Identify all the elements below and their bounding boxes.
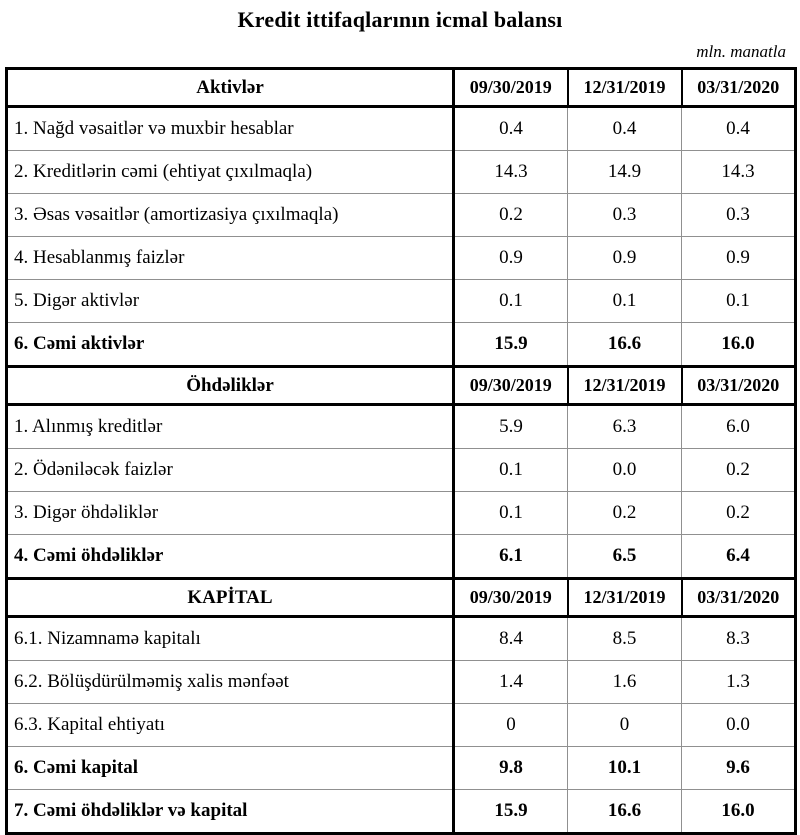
table-row: 3. Digər öhdəliklər 0.1 0.2 0.2: [6, 491, 796, 535]
page-title: Kredit ittifaqlarının icmal balansı: [237, 7, 563, 32]
cell-value: 6.5: [567, 534, 682, 579]
row-label: 1. Nağd vəsaitlər və muxbir hesablar: [6, 106, 455, 151]
cell-value: 6.3: [567, 404, 682, 449]
table-row: 2. Ödəniləcək faizlər 0.1 0.0 0.2: [6, 448, 796, 492]
table-row: 4. Hesablanmış faizlər 0.9 0.9 0.9: [6, 236, 796, 280]
cell-value: 9.8: [453, 746, 568, 790]
column-header: 03/31/2020: [680, 577, 796, 618]
cell-value: 1.4: [453, 660, 568, 704]
column-header: 12/31/2019: [566, 365, 682, 406]
cell-value: 0.2: [567, 491, 682, 535]
column-header: 03/31/2020: [680, 67, 796, 108]
cell-value: 0: [453, 703, 568, 747]
column-header: 09/30/2019: [452, 67, 568, 108]
row-label: 5. Digər aktivlər: [6, 279, 455, 323]
row-label: 3. Əsas vəsaitlər (amortizasiya çıxılmaq…: [6, 193, 455, 237]
column-header: 12/31/2019: [566, 577, 682, 618]
cell-value: 16.0: [681, 322, 796, 367]
cell-value: 0.1: [453, 491, 568, 535]
cell-value: 0.9: [453, 236, 568, 280]
cell-value: 16.0: [681, 789, 796, 834]
cell-value: 14.3: [681, 150, 796, 194]
cell-value: 10.1: [567, 746, 682, 790]
column-header: 03/31/2020: [680, 365, 796, 406]
cell-value: 15.9: [453, 322, 568, 367]
cell-value: 0.2: [681, 448, 796, 492]
cell-value: 0.1: [453, 279, 568, 323]
cell-value: 0: [567, 703, 682, 747]
cell-value: 8.3: [681, 616, 796, 661]
cell-value: 8.4: [453, 616, 568, 661]
column-header: 12/31/2019: [566, 67, 682, 108]
cell-value: 14.3: [453, 150, 568, 194]
row-label: 2. Ödəniləcək faizlər: [6, 448, 455, 492]
row-label: 6.1. Nizamnamə kapitalı: [6, 616, 455, 661]
table-row: 1. Nağd vəsaitlər və muxbir hesablar 0.4…: [6, 106, 796, 151]
table-row: 1. Alınmış kreditlər 5.9 6.3 6.0: [6, 404, 796, 449]
row-label: 3. Digər öhdəliklər: [6, 491, 455, 535]
table-row-total: 4. Cəmi öhdəliklər 6.1 6.5 6.4: [6, 534, 796, 579]
cell-value: 0.0: [567, 448, 682, 492]
cell-value: 15.9: [453, 789, 568, 834]
row-label: 1. Alınmış kreditlər: [6, 404, 455, 449]
table-row: 6.3. Kapital ehtiyatı 0 0 0.0: [6, 703, 796, 747]
row-label: 6.2. Bölüşdürülməmiş xalis mənfəət: [6, 660, 455, 704]
section-header-row: KAPİTAL 09/30/2019 12/31/2019 03/31/2020: [6, 577, 796, 618]
table-row-total: 6. Cəmi kapital 9.8 10.1 9.6: [6, 746, 796, 790]
cell-value: 5.9: [453, 404, 568, 449]
cell-value: 0.0: [681, 703, 796, 747]
unit-note: mln. manatla: [696, 42, 786, 61]
cell-value: 1.3: [681, 660, 796, 704]
balance-table: Aktivlər 09/30/2019 12/31/2019 03/31/202…: [5, 67, 797, 835]
cell-value: 1.6: [567, 660, 682, 704]
cell-value: 6.1: [453, 534, 568, 579]
cell-value: 9.6: [681, 746, 796, 790]
cell-value: 16.6: [567, 789, 682, 834]
row-label: 4. Cəmi öhdəliklər: [6, 534, 455, 579]
cell-value: 0.9: [681, 236, 796, 280]
cell-value: 0.4: [567, 106, 682, 151]
section-header-row: Aktivlər 09/30/2019 12/31/2019 03/31/202…: [6, 67, 796, 108]
cell-value: 0.4: [681, 106, 796, 151]
cell-value: 0.1: [681, 279, 796, 323]
table-row-total: 7. Cəmi öhdəliklər və kapital 15.9 16.6 …: [6, 789, 796, 834]
row-label: 6. Cəmi kapital: [6, 746, 455, 790]
section-header-row: Öhdəliklər 09/30/2019 12/31/2019 03/31/2…: [6, 365, 796, 406]
cell-value: 6.4: [681, 534, 796, 579]
table-row: 5. Digər aktivlər 0.1 0.1 0.1: [6, 279, 796, 323]
cell-value: 0.3: [681, 193, 796, 237]
column-header: 09/30/2019: [452, 365, 568, 406]
column-header: 09/30/2019: [452, 577, 568, 618]
table-row: 6.2. Bölüşdürülməmiş xalis mənfəət 1.4 1…: [6, 660, 796, 704]
cell-value: 6.0: [681, 404, 796, 449]
section-title: Aktivlər: [6, 67, 455, 108]
cell-value: 8.5: [567, 616, 682, 661]
row-label: 6. Cəmi aktivlər: [6, 322, 455, 367]
section-title: Öhdəliklər: [6, 365, 455, 406]
row-label: 6.3. Kapital ehtiyatı: [6, 703, 455, 747]
cell-value: 0.1: [453, 448, 568, 492]
cell-value: 0.3: [567, 193, 682, 237]
table-row: 6.1. Nizamnamə kapitalı 8.4 8.5 8.3: [6, 616, 796, 661]
table-row: 3. Əsas vəsaitlər (amortizasiya çıxılmaq…: [6, 193, 796, 237]
cell-value: 16.6: [567, 322, 682, 367]
section-title: KAPİTAL: [6, 577, 455, 618]
table-row-total: 6. Cəmi aktivlər 15.9 16.6 16.0: [6, 322, 796, 367]
cell-value: 0.9: [567, 236, 682, 280]
cell-value: 0.2: [681, 491, 796, 535]
cell-value: 0.2: [453, 193, 568, 237]
row-label: 4. Hesablanmış faizlər: [6, 236, 455, 280]
row-label: 2. Kreditlərin cəmi (ehtiyat çıxılmaqla): [6, 150, 455, 194]
cell-value: 0.1: [567, 279, 682, 323]
cell-value: 0.4: [453, 106, 568, 151]
cell-value: 14.9: [567, 150, 682, 194]
table-row: 2. Kreditlərin cəmi (ehtiyat çıxılmaqla)…: [6, 150, 796, 194]
row-label: 7. Cəmi öhdəliklər və kapital: [6, 789, 455, 834]
